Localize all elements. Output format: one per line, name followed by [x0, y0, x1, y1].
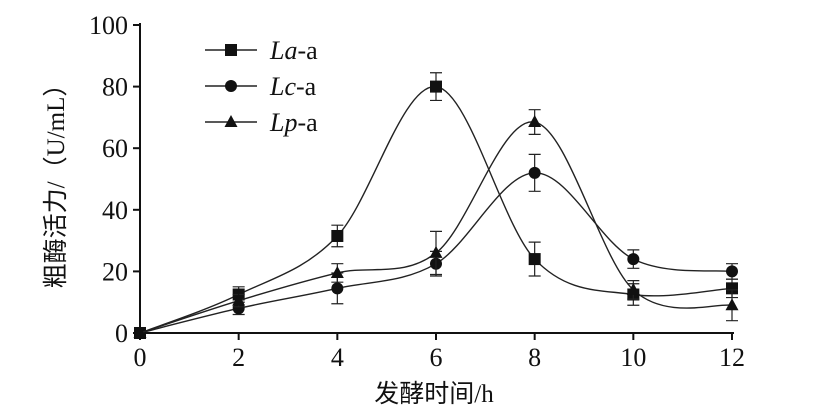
plot-area — [133, 72, 739, 339]
data-point — [528, 166, 541, 179]
legend-item: La-a — [205, 36, 318, 65]
y-axis-label: 粗酶活力/（U/mL） — [42, 72, 70, 289]
legend-label: Lp-a — [269, 108, 318, 137]
legend-marker — [224, 115, 238, 127]
data-point — [626, 282, 640, 295]
data-point — [725, 298, 739, 311]
x-tick-label: 6 — [430, 343, 443, 372]
data-point — [331, 282, 344, 295]
data-point — [331, 229, 344, 242]
y-tick-label: 100 — [89, 11, 128, 40]
legend: La-a Lc-a Lp-a — [205, 36, 318, 137]
series-triangle — [133, 109, 739, 338]
axes: 0 20 40 60 80 100 0 2 4 6 8 10 12 — [89, 11, 745, 372]
data-point — [726, 282, 738, 295]
axis-frame — [139, 23, 734, 334]
series-line — [139, 121, 733, 334]
data-point — [726, 265, 738, 278]
y-tick-label: 20 — [102, 257, 128, 286]
x-tick-label: 8 — [528, 343, 541, 372]
x-tick-label: 0 — [134, 343, 147, 372]
legend-label: La-a — [269, 36, 318, 65]
x-tick-label: 4 — [331, 343, 344, 372]
data-point — [133, 326, 147, 338]
legend-label: Lc-a — [269, 72, 317, 101]
y-tick-label: 80 — [102, 73, 128, 102]
y-tick-label: 60 — [102, 134, 128, 163]
data-point — [627, 253, 640, 266]
data-point — [330, 265, 344, 278]
x-tick-label: 2 — [232, 343, 245, 372]
x-tick-label: 12 — [719, 343, 745, 372]
legend-item: Lp-a — [205, 108, 318, 137]
x-axis-label: 发酵时间/h — [374, 380, 494, 408]
x-tick-label: 10 — [620, 343, 646, 372]
data-point — [430, 80, 442, 93]
data-point — [528, 115, 542, 128]
legend-marker — [225, 44, 237, 56]
data-point — [429, 245, 443, 258]
data-point — [528, 253, 541, 266]
legend-marker — [225, 80, 237, 92]
legend-item: Lc-a — [205, 72, 317, 101]
y-tick-label: 0 — [115, 319, 128, 348]
y-tick-label: 40 — [102, 196, 128, 225]
data-point — [232, 293, 246, 306]
